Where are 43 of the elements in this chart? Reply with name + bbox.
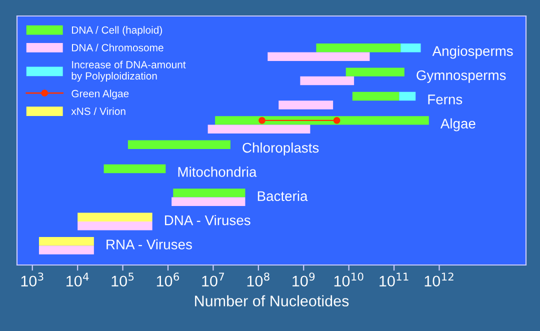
x-tick-label: 10$^{9}$ bbox=[292, 272, 315, 287]
legend-label: DNA / Cell (haploid) bbox=[72, 26, 162, 36]
x-tick-label: 10$^{8}$ bbox=[247, 272, 270, 287]
bar bbox=[172, 197, 246, 206]
x-tick-label: 10$^{5}$ bbox=[112, 272, 134, 287]
y-tick-label: DNA - Viruses bbox=[165, 215, 250, 226]
bar bbox=[215, 116, 429, 125]
x-tick-label: 10$^{4}$ bbox=[66, 272, 89, 287]
legend-label: Green Algae bbox=[72, 90, 129, 100]
bar bbox=[104, 164, 166, 174]
legend-label: DNA / Chromosome bbox=[72, 44, 164, 52]
y-tick-label: RNA - Viruses bbox=[106, 239, 192, 250]
y-tick-label: Angiosperms bbox=[432, 46, 513, 59]
y-tick-label: Algae bbox=[440, 118, 476, 132]
bar bbox=[399, 92, 416, 101]
x-tick-label: 10$^{12}$ bbox=[424, 272, 454, 287]
bar bbox=[268, 52, 370, 61]
x-tick-label: 10$^{10}$ bbox=[334, 272, 364, 287]
y-tick-label: Ferns bbox=[428, 94, 462, 104]
y-tick-label: Mitochondria bbox=[178, 166, 257, 177]
x-tick-label: 10$^{11}$ bbox=[380, 272, 408, 287]
bar bbox=[400, 44, 421, 52]
bar bbox=[78, 212, 152, 222]
y-tick-label: Gymnosperms bbox=[416, 70, 506, 83]
bar bbox=[128, 140, 230, 149]
bar bbox=[38, 236, 94, 246]
x-tick-label: 10$^{3}$ bbox=[21, 272, 44, 287]
y-tick-label: Chloroplasts bbox=[242, 142, 319, 156]
x-tick-label: 10$^{7}$ bbox=[202, 272, 224, 287]
legend-label: Increase of DNA-amount by Polyploidization bbox=[72, 60, 186, 82]
bar bbox=[346, 68, 404, 76]
y-tick-label: Bacteria bbox=[258, 190, 308, 202]
bar bbox=[352, 92, 400, 101]
x-tick-label: 10$^{6}$ bbox=[156, 272, 180, 287]
bar bbox=[173, 188, 246, 198]
x-axis-title: Number of Nucleotides bbox=[195, 295, 349, 306]
legend-label: xNS / Virion bbox=[71, 107, 126, 115]
bar bbox=[78, 221, 152, 230]
bar bbox=[316, 44, 401, 52]
bar bbox=[300, 76, 354, 86]
bar bbox=[278, 100, 334, 110]
bar bbox=[208, 124, 310, 134]
bar bbox=[38, 246, 94, 254]
